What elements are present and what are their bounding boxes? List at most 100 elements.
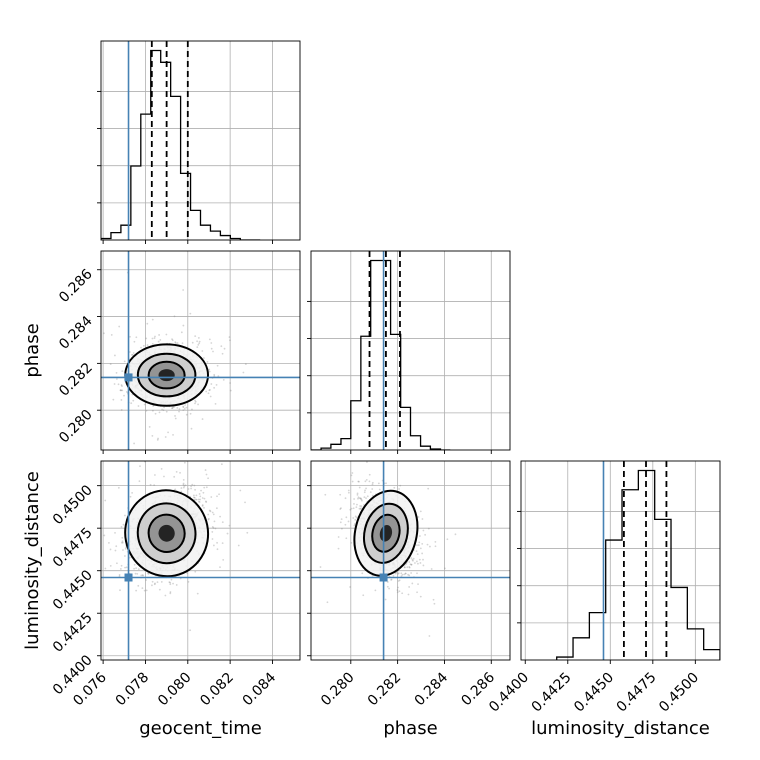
- sample-point: [219, 566, 221, 569]
- sample-point: [132, 399, 135, 402]
- x-tick-label: 0.078: [113, 670, 153, 710]
- sample-point: [356, 493, 359, 496]
- sample-point: [221, 352, 224, 355]
- sample-point: [351, 480, 354, 483]
- panel-area: [521, 461, 720, 660]
- sample-point: [131, 491, 134, 494]
- sample-point: [386, 585, 389, 588]
- sample-point: [198, 342, 201, 345]
- sample-point: [396, 589, 399, 591]
- sample-point: [94, 558, 96, 560]
- sample-point: [406, 566, 409, 569]
- contour-1: [363, 502, 409, 564]
- sample-point: [151, 580, 154, 583]
- sample-point: [163, 475, 165, 478]
- sample-point: [216, 541, 218, 544]
- sample-point: [146, 344, 149, 346]
- sample-point: [191, 341, 194, 344]
- sample-point: [182, 483, 185, 486]
- sample-point: [354, 518, 357, 521]
- sample-point: [143, 589, 146, 592]
- panel-area: [311, 251, 510, 450]
- sample-point: [374, 589, 377, 592]
- sample-point: [246, 531, 249, 534]
- sample-point: [211, 511, 214, 514]
- sample-point: [143, 403, 146, 406]
- sample-point: [210, 383, 213, 385]
- sample-point: [114, 354, 116, 357]
- sample-point: [410, 557, 413, 559]
- sample-point: [404, 572, 407, 575]
- sample-point: [198, 500, 200, 503]
- sample-point: [135, 589, 138, 592]
- sample-point: [145, 579, 148, 581]
- sample-point: [454, 533, 457, 536]
- sample-point: [169, 583, 172, 586]
- sample-point: [128, 351, 131, 353]
- sample-point: [154, 474, 156, 476]
- sample-point: [197, 498, 200, 501]
- sample-point: [161, 408, 163, 411]
- sample-point: [133, 442, 135, 445]
- sample-point: [345, 516, 348, 519]
- sample-point: [361, 572, 364, 575]
- sample-point: [130, 353, 133, 356]
- sample-point: [358, 497, 361, 500]
- sample-point: [419, 595, 422, 598]
- sample-point: [359, 497, 362, 500]
- sample-point: [137, 405, 140, 407]
- sample-point: [142, 574, 144, 577]
- sample-point: [410, 563, 413, 566]
- sample-point: [408, 566, 411, 568]
- sample-point: [201, 418, 204, 420]
- sample-point: [176, 342, 179, 344]
- sample-point: [363, 496, 366, 498]
- sample-point: [365, 497, 367, 499]
- sample-point: [416, 591, 418, 594]
- sample-point: [244, 501, 246, 504]
- sample-point: [123, 360, 126, 363]
- sample-point: [434, 540, 437, 543]
- sample-point: [154, 582, 156, 585]
- sample-point: [339, 508, 342, 510]
- sample-point: [196, 346, 199, 349]
- sample-point: [125, 391, 128, 393]
- sample-point: [426, 543, 429, 546]
- sample-point: [351, 472, 354, 474]
- sample-point: [392, 574, 395, 577]
- sample-point: [358, 480, 360, 483]
- sample-point: [418, 558, 421, 561]
- sample-point: [352, 517, 355, 519]
- sample-point: [141, 574, 144, 576]
- sample-point: [324, 493, 327, 496]
- sample-point: [207, 392, 210, 395]
- sample-point: [214, 403, 217, 405]
- sample-point: [151, 342, 154, 345]
- sample-point: [121, 370, 124, 373]
- sample-point: [109, 363, 112, 365]
- sample-point: [222, 379, 225, 381]
- sample-point: [205, 390, 208, 393]
- sample-point: [148, 426, 151, 428]
- sample-point: [397, 572, 400, 575]
- sample-point: [430, 568, 433, 570]
- sample-point: [201, 350, 204, 352]
- sample-point: [153, 484, 156, 487]
- sample-point: [328, 459, 330, 461]
- sample-point: [197, 403, 199, 406]
- sample-point: [175, 470, 178, 473]
- panel-area: [101, 251, 300, 450]
- sample-point: [411, 582, 414, 585]
- sample-point: [412, 559, 414, 562]
- sample-point: [147, 572, 150, 575]
- sample-point: [165, 428, 167, 430]
- sample-point: [140, 574, 143, 577]
- sample-point: [165, 410, 168, 413]
- sample-point: [388, 587, 390, 590]
- y-tick-label: 0.4425: [50, 610, 96, 656]
- sample-point: [220, 463, 223, 466]
- sample-point: [371, 483, 374, 486]
- sample-point: [403, 566, 406, 569]
